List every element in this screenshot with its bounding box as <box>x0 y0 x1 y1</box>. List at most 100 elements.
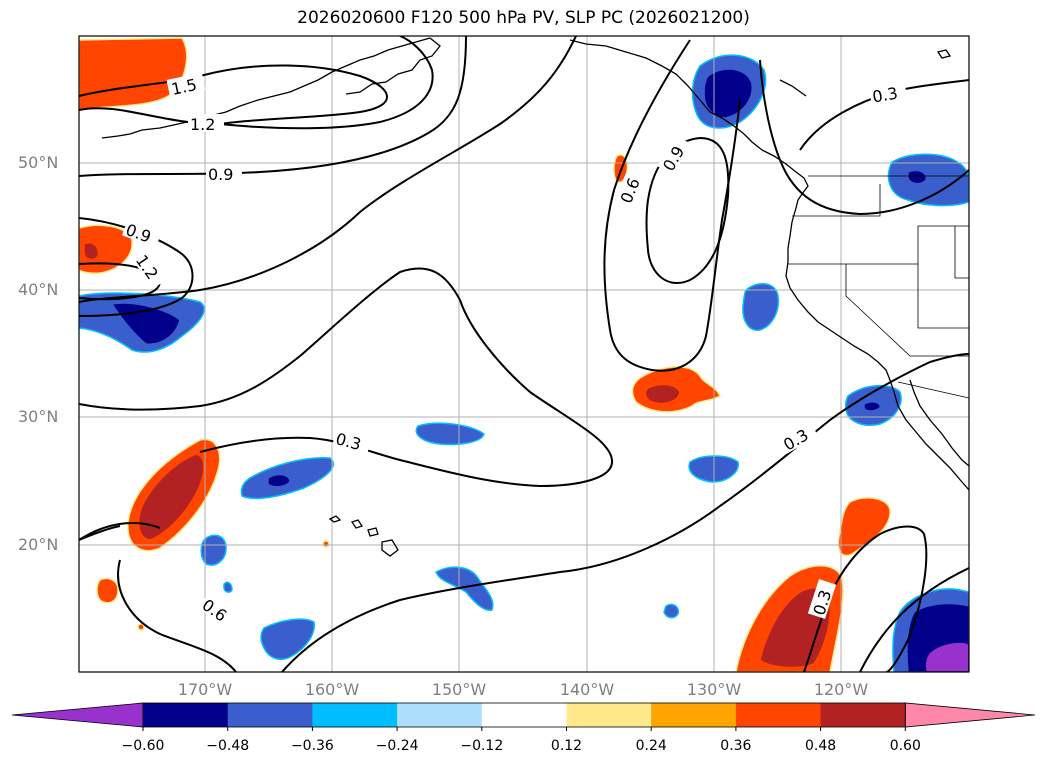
lon-label-150w: 150°W <box>431 680 487 699</box>
colorbar-segment <box>735 703 822 727</box>
contour-1-2-west <box>79 262 161 301</box>
pv-negative-dot <box>663 603 680 619</box>
political-borders <box>788 175 969 399</box>
contour-label-box-2: 1.2 <box>188 114 224 134</box>
contour-label-1-5: 1.5 <box>170 75 199 99</box>
contour-0-3-south <box>79 522 161 541</box>
contour-0-3-southband <box>281 353 969 672</box>
pv-negative-california <box>742 283 780 331</box>
colorbar-frame <box>142 702 906 728</box>
border-ca-nv <box>845 264 969 357</box>
coast-bc <box>743 133 809 209</box>
coast-hawaii-1 <box>328 515 342 523</box>
colorbar-tick-label: 0.24 <box>635 738 667 754</box>
colorbar-extend-low <box>11 702 144 728</box>
pv-negative-sub2 <box>223 581 233 593</box>
pv-positive-subtropical-core <box>137 453 205 541</box>
coast-alaska-south <box>345 37 441 95</box>
contour-label-0-3-ne: 0.3 <box>871 83 899 106</box>
border-wa-or <box>792 184 881 217</box>
contour-0-6-east <box>603 39 741 372</box>
colorbar-extend-high <box>904 702 1036 728</box>
lat-label-20n: 20°N <box>18 535 59 554</box>
pv-positive-west <box>79 224 133 274</box>
contour-label-box-6: 0.3 <box>332 427 372 455</box>
contour-1-5 <box>79 64 388 125</box>
coast-island-1 <box>936 49 952 59</box>
lat-label-50n: 50°N <box>18 153 59 172</box>
pv-negative-baja-north-core <box>863 401 881 412</box>
contour-0-6-sw <box>117 559 237 672</box>
contour-0-9-north <box>79 36 467 177</box>
colorbar-segment <box>651 703 737 727</box>
pv-negative-central2-core <box>267 473 291 488</box>
colorbar-tick-label: −0.24 <box>375 738 419 754</box>
coast-island-2 <box>779 79 807 97</box>
colorbar-segment <box>397 703 483 727</box>
colorbar-segment <box>566 703 652 727</box>
contour-0-9-east <box>645 136 730 285</box>
colorbar <box>11 702 1036 731</box>
colorbar-tick-label: 0.12 <box>550 738 583 754</box>
coast-baja-east <box>909 379 969 467</box>
contour-0-3-central <box>79 267 614 488</box>
lat-label-30n: 30°N <box>18 407 59 426</box>
contour-label-1-2-north: 1.2 <box>190 115 215 134</box>
colorbar-tick-label: −0.60 <box>121 738 165 754</box>
coast-hawaii-3 <box>367 527 379 537</box>
pv-negative-central1 <box>415 422 485 446</box>
lon-label-170w: 170°W <box>177 680 233 699</box>
lon-label-160w: 160°W <box>304 680 360 699</box>
colorbar-tick-label: 0.48 <box>805 738 837 754</box>
pv-negative-canada <box>887 153 969 207</box>
pv-negative-sw <box>260 618 315 661</box>
pv-negative-sub1 <box>200 534 227 566</box>
pv-negative-se-purple <box>924 641 969 672</box>
colorbar-tick-label: 0.60 <box>889 738 921 754</box>
pv-positive-dot1 <box>96 577 119 604</box>
coast-hawaii-2 <box>350 519 364 529</box>
lon-label-140w: 140°W <box>559 680 615 699</box>
contour-outer-large <box>79 36 577 303</box>
contour-0-3-northeast <box>759 59 969 216</box>
colorbar-tick-label: −0.48 <box>206 738 250 754</box>
pv-negative-anomalies <box>79 54 969 672</box>
colorbar-tick-label: 0.36 <box>720 738 752 754</box>
contour-label-box-1: 1.5 <box>166 72 206 99</box>
contour-se-right <box>859 567 969 672</box>
pv-positive-dot2 <box>137 623 145 631</box>
coastlines <box>101 37 969 557</box>
pv-positive-dot3 <box>322 540 330 548</box>
map-frame <box>78 35 970 673</box>
border-or-ca <box>788 225 969 265</box>
lat-label-40n: 40°N <box>18 280 59 299</box>
figure-title: 2026020600 F120 500 hPa PV, SLP PC (2026… <box>297 8 750 28</box>
contour-1-2 <box>79 36 434 130</box>
contour-label-box-10: 0.3 <box>868 81 908 107</box>
contour-label-box-3: 0.9 <box>206 164 242 184</box>
coast-hawaii-4 <box>381 539 399 557</box>
lon-label-120w: 120°W <box>813 680 869 699</box>
colorbar-segment <box>820 703 906 727</box>
pv-negative-hawaii-south <box>435 566 494 611</box>
colorbar-tick-label: −0.36 <box>290 738 334 754</box>
pv-positive-midpacific-core <box>644 383 681 405</box>
lon-label-130w: 130°W <box>686 680 742 699</box>
coast-alaska-gulf <box>569 39 745 135</box>
border-nv-az <box>917 264 969 329</box>
coast-aleutians <box>101 37 431 139</box>
colorbar-tick-label: −0.12 <box>460 738 504 754</box>
coast-westcoast <box>785 207 969 491</box>
colorbar-segment <box>143 703 229 727</box>
graticule <box>79 36 969 672</box>
contour-label-0-9-north: 0.9 <box>208 165 233 184</box>
colorbar-segment <box>227 703 313 727</box>
slp-contours <box>79 36 969 672</box>
pv-negative-canada-core <box>907 169 927 185</box>
colorbar-segment <box>481 703 567 727</box>
map-content: 1.5 1.2 0.9 0.9 1.2 0.3 0.6 0.6 0.9 0.3 … <box>79 36 969 672</box>
border-mexico <box>897 381 969 399</box>
colorbar-segment <box>312 703 398 727</box>
contour-labels: 1.5 1.2 0.9 0.9 1.2 0.3 0.6 0.6 0.9 0.3 … <box>122 72 908 629</box>
